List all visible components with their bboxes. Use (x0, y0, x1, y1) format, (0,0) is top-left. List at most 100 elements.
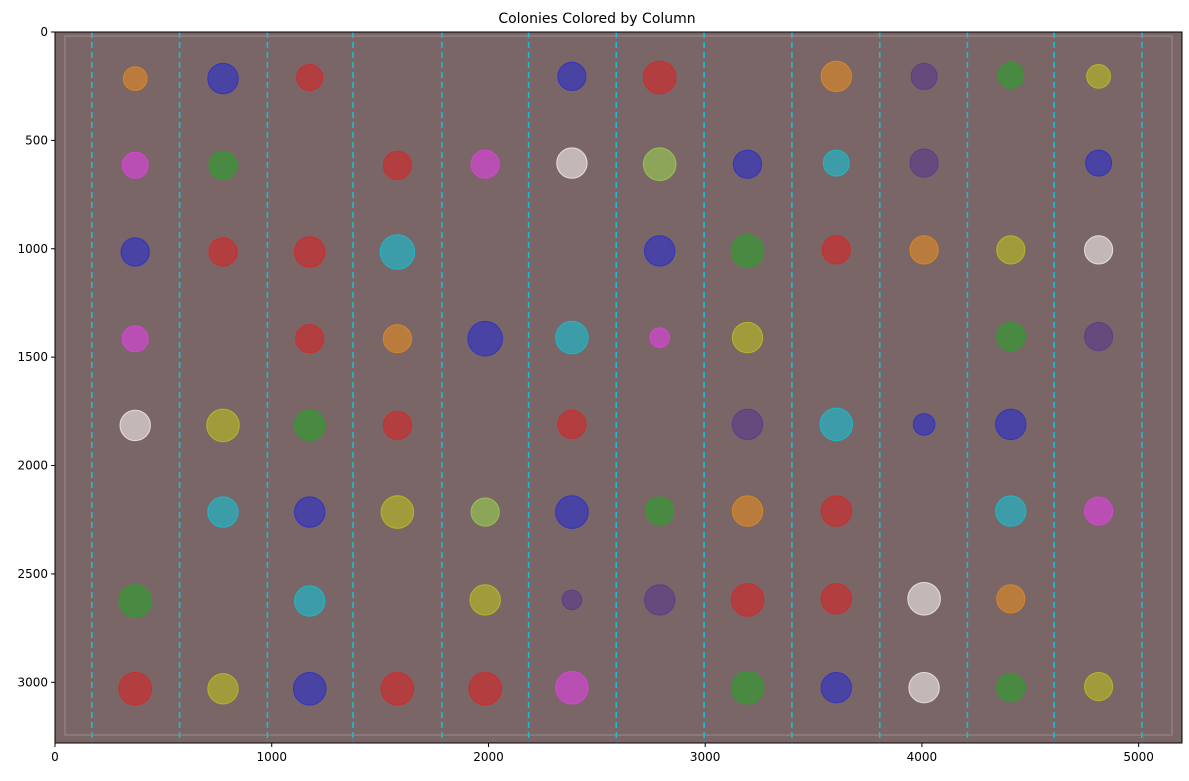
colony-point-2 (296, 64, 324, 91)
colony-point-33 (555, 320, 589, 355)
y-tick-label: 500 (25, 133, 48, 147)
colony-point-56 (1084, 496, 1114, 526)
colony-point-14 (642, 147, 677, 181)
y-tick-label: 1500 (17, 350, 48, 364)
colony-point-26 (909, 235, 939, 265)
colony-point-45 (912, 413, 936, 436)
plot-area (54, 31, 1183, 744)
colony-point-0 (122, 66, 148, 91)
colony-point-24 (730, 234, 765, 268)
colony-point-35 (731, 321, 764, 354)
colony-point-60 (561, 589, 583, 611)
y-tick-label: 2000 (17, 459, 48, 473)
y-tick-label: 0 (40, 25, 48, 39)
colony-point-37 (1084, 322, 1114, 352)
colony-point-39 (206, 408, 240, 443)
colony-point-15 (732, 149, 763, 179)
colony-point-8 (1086, 64, 1111, 89)
colony-point-44 (819, 407, 854, 442)
colony-point-50 (470, 497, 500, 527)
colony-point-10 (208, 150, 238, 180)
colony-point-47 (207, 496, 239, 528)
colony-point-42 (557, 409, 587, 439)
colony-point-70 (468, 672, 503, 706)
x-tick-label: 4000 (907, 750, 938, 764)
colony-point-30 (295, 324, 325, 354)
y-tick-label: 1000 (17, 242, 48, 256)
colony-point-58 (294, 585, 326, 617)
colony-point-68 (292, 672, 327, 706)
colony-point-6 (910, 62, 938, 90)
y-tick-label: 2500 (17, 567, 48, 581)
colony-point-18 (1085, 149, 1113, 177)
x-tick-label: 3000 (690, 750, 721, 764)
colony-point-54 (820, 495, 852, 527)
colony-point-41 (382, 410, 412, 440)
colony-point-76 (1084, 672, 1114, 702)
x-tick-label: 5000 (1123, 750, 1154, 764)
colony-point-29 (121, 325, 149, 353)
colony-point-61 (644, 584, 676, 616)
colony-point-34 (649, 327, 671, 348)
colony-point-43 (731, 408, 764, 441)
plate-inner-edge (64, 35, 1173, 736)
colony-point-4 (642, 60, 677, 95)
colony-point-25 (821, 235, 851, 265)
colony-point-1 (207, 62, 239, 95)
colony-point-57 (118, 584, 152, 618)
x-axis-ticks: 0 1000 2000 3000 4000 5000 (51, 743, 1154, 764)
colony-point-46 (995, 408, 1027, 441)
colony-point-69 (380, 672, 415, 706)
y-axis-ticks: 0 500 1000 1500 2000 2500 3000 (17, 25, 55, 689)
colony-point-31 (382, 324, 412, 354)
colony-point-64 (907, 582, 941, 616)
colony-point-63 (820, 583, 852, 615)
x-tick-label: 0 (51, 750, 59, 764)
colony-point-51 (555, 495, 589, 529)
colony-point-52 (645, 496, 675, 526)
colony-point-3 (557, 61, 587, 92)
colony-point-66 (118, 672, 152, 706)
x-tick-label: 1000 (256, 750, 287, 764)
colonies-layer (118, 60, 1114, 706)
colony-point-11 (382, 150, 412, 180)
colony-point-49 (380, 495, 415, 529)
colony-point-53 (731, 495, 764, 527)
colony-point-71 (555, 670, 589, 705)
colony-point-62 (730, 583, 765, 617)
plate-background (55, 32, 1182, 743)
axes-frame (54, 31, 1183, 744)
colony-point-28 (1084, 235, 1114, 265)
colony-point-23 (644, 235, 676, 267)
colony-point-16 (822, 149, 850, 177)
colony-point-22 (379, 234, 416, 270)
colony-point-74 (908, 672, 940, 704)
colony-point-5 (820, 60, 852, 93)
colony-point-7 (997, 61, 1025, 89)
colony-point-59 (469, 584, 501, 616)
colony-point-27 (996, 235, 1026, 265)
colony-point-55 (995, 495, 1027, 527)
colony-point-21 (294, 236, 326, 268)
colony-point-19 (120, 237, 150, 267)
colony-point-32 (467, 320, 504, 357)
colony-point-48 (294, 496, 326, 528)
colony-point-67 (207, 673, 239, 705)
y-tick-label: 3000 (17, 675, 48, 689)
colony-point-75 (996, 673, 1026, 703)
column-dividers (91, 32, 1143, 743)
colony-point-36 (996, 322, 1026, 352)
chart-title: Colonies Colored by Column (498, 11, 695, 27)
colony-point-72 (730, 670, 765, 705)
colony-point-13 (556, 147, 588, 179)
colony-point-9 (121, 151, 149, 179)
colony-point-20 (208, 237, 238, 267)
colony-point-12 (470, 149, 500, 179)
colony-point-65 (996, 584, 1026, 614)
x-tick-label: 2000 (473, 750, 504, 764)
colony-point-40 (294, 409, 326, 442)
colony-point-38 (119, 409, 151, 442)
colony-point-17 (909, 148, 939, 178)
